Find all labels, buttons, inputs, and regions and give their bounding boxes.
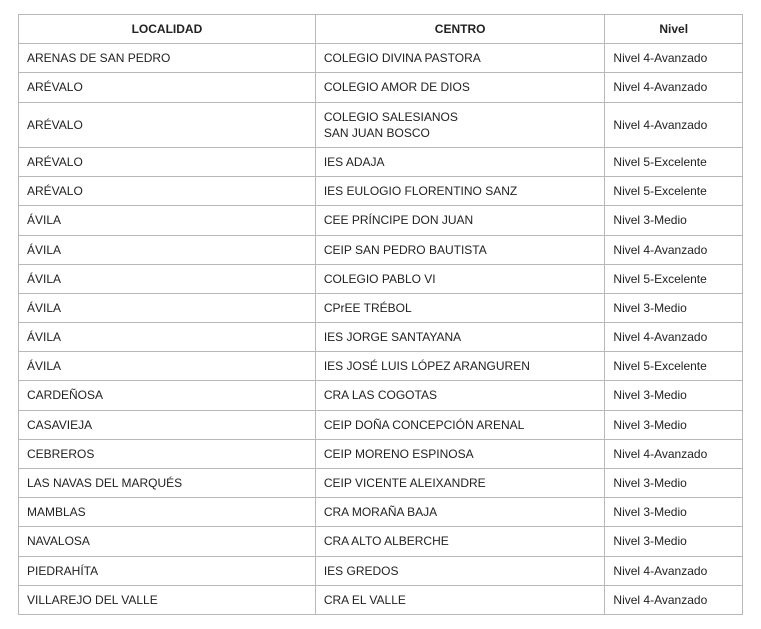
table-row: ARENAS DE SAN PEDROCOLEGIO DIVINA PASTOR…: [19, 44, 743, 73]
cell-centro: CRA EL VALLE: [315, 585, 605, 614]
cell-centro: CRA MORAÑA BAJA: [315, 498, 605, 527]
col-header-localidad: LOCALIDAD: [19, 15, 316, 44]
cell-localidad: ÁVILA: [19, 352, 316, 381]
cell-centro: CEIP MORENO ESPINOSA: [315, 439, 605, 468]
cell-centro: CPrEE TRÉBOL: [315, 293, 605, 322]
cell-nivel: Nivel 4-Avanzado: [605, 44, 743, 73]
col-header-nivel: Nivel: [605, 15, 743, 44]
table-row: ÁVILAIES JORGE SANTAYANANivel 4-Avanzado: [19, 323, 743, 352]
cell-nivel: Nivel 4-Avanzado: [605, 73, 743, 102]
cell-nivel: Nivel 5-Excelente: [605, 352, 743, 381]
cell-centro: CEIP DOÑA CONCEPCIÓN ARENAL: [315, 410, 605, 439]
cell-centro: IES EULOGIO FLORENTINO SANZ: [315, 177, 605, 206]
cell-nivel: Nivel 3-Medio: [605, 206, 743, 235]
cell-centro: COLEGIO SALESIANOSSAN JUAN BOSCO: [315, 102, 605, 147]
cell-centro: IES JORGE SANTAYANA: [315, 323, 605, 352]
cell-nivel: Nivel 3-Medio: [605, 469, 743, 498]
table-header: LOCALIDAD CENTRO Nivel: [19, 15, 743, 44]
table-row: ÁVILACPrEE TRÉBOLNivel 3-Medio: [19, 293, 743, 322]
cell-nivel: Nivel 3-Medio: [605, 498, 743, 527]
cell-centro: COLEGIO PABLO VI: [315, 264, 605, 293]
cell-localidad: NAVALOSA: [19, 527, 316, 556]
table-row: ARÉVALOIES ADAJANivel 5-Excelente: [19, 147, 743, 176]
table-row: ÁVILACEE PRÍNCIPE DON JUANNivel 3-Medio: [19, 206, 743, 235]
cell-nivel: Nivel 3-Medio: [605, 381, 743, 410]
table-row: LAS NAVAS DEL MARQUÉSCEIP VICENTE ALEIXA…: [19, 469, 743, 498]
table-row: NAVALOSACRA ALTO ALBERCHENivel 3-Medio: [19, 527, 743, 556]
cell-localidad: LAS NAVAS DEL MARQUÉS: [19, 469, 316, 498]
cell-centro: CEIP VICENTE ALEIXANDRE: [315, 469, 605, 498]
cell-localidad: CEBREROS: [19, 439, 316, 468]
cell-nivel: Nivel 4-Avanzado: [605, 323, 743, 352]
table-row: ÁVILACEIP SAN PEDRO BAUTISTANivel 4-Avan…: [19, 235, 743, 264]
cell-nivel: Nivel 5-Excelente: [605, 264, 743, 293]
cell-localidad: ÁVILA: [19, 293, 316, 322]
cell-nivel: Nivel 5-Excelente: [605, 177, 743, 206]
table-row: CEBREROSCEIP MORENO ESPINOSANivel 4-Avan…: [19, 439, 743, 468]
table-row: CASAVIEJACEIP DOÑA CONCEPCIÓN ARENALNive…: [19, 410, 743, 439]
cell-localidad: ÁVILA: [19, 323, 316, 352]
cell-localidad: VILLAREJO DEL VALLE: [19, 585, 316, 614]
cell-localidad: ÁVILA: [19, 235, 316, 264]
table-row: MAMBLASCRA MORAÑA BAJANivel 3-Medio: [19, 498, 743, 527]
cell-nivel: Nivel 4-Avanzado: [605, 439, 743, 468]
cell-centro: COLEGIO DIVINA PASTORA: [315, 44, 605, 73]
table-row: VILLAREJO DEL VALLECRA EL VALLENivel 4-A…: [19, 585, 743, 614]
cell-localidad: CARDEÑOSA: [19, 381, 316, 410]
table-row: CARDEÑOSACRA LAS COGOTASNivel 3-Medio: [19, 381, 743, 410]
cell-centro: IES JOSÉ LUIS LÓPEZ ARANGUREN: [315, 352, 605, 381]
cell-localidad: CASAVIEJA: [19, 410, 316, 439]
cell-nivel: Nivel 4-Avanzado: [605, 102, 743, 147]
cell-nivel: Nivel 4-Avanzado: [605, 585, 743, 614]
cell-localidad: ÁVILA: [19, 264, 316, 293]
cell-localidad: ARÉVALO: [19, 102, 316, 147]
table-row: ARÉVALOCOLEGIO SALESIANOSSAN JUAN BOSCON…: [19, 102, 743, 147]
cell-localidad: ARÉVALO: [19, 73, 316, 102]
cell-localidad: MAMBLAS: [19, 498, 316, 527]
cell-centro: IES ADAJA: [315, 147, 605, 176]
cell-nivel: Nivel 5-Excelente: [605, 147, 743, 176]
table-row: ARÉVALOIES EULOGIO FLORENTINO SANZNivel …: [19, 177, 743, 206]
table-row: ÁVILAIES JOSÉ LUIS LÓPEZ ARANGURENNivel …: [19, 352, 743, 381]
cell-nivel: Nivel 4-Avanzado: [605, 235, 743, 264]
cell-nivel: Nivel 3-Medio: [605, 410, 743, 439]
cell-localidad: ARENAS DE SAN PEDRO: [19, 44, 316, 73]
cell-localidad: ARÉVALO: [19, 177, 316, 206]
cell-centro: CRA LAS COGOTAS: [315, 381, 605, 410]
table-row: ÁVILACOLEGIO PABLO VINivel 5-Excelente: [19, 264, 743, 293]
cell-centro: COLEGIO AMOR DE DIOS: [315, 73, 605, 102]
table-row: ARÉVALOCOLEGIO AMOR DE DIOSNivel 4-Avanz…: [19, 73, 743, 102]
cell-nivel: Nivel 3-Medio: [605, 527, 743, 556]
cell-nivel: Nivel 3-Medio: [605, 293, 743, 322]
table-header-row: LOCALIDAD CENTRO Nivel: [19, 15, 743, 44]
cell-localidad: ARÉVALO: [19, 147, 316, 176]
table-body: ARENAS DE SAN PEDROCOLEGIO DIVINA PASTOR…: [19, 44, 743, 615]
col-header-centro: CENTRO: [315, 15, 605, 44]
cell-centro: CRA ALTO ALBERCHE: [315, 527, 605, 556]
cell-localidad: ÁVILA: [19, 206, 316, 235]
schools-table: LOCALIDAD CENTRO Nivel ARENAS DE SAN PED…: [18, 14, 743, 615]
cell-centro: CEE PRÍNCIPE DON JUAN: [315, 206, 605, 235]
cell-centro: CEIP SAN PEDRO BAUTISTA: [315, 235, 605, 264]
